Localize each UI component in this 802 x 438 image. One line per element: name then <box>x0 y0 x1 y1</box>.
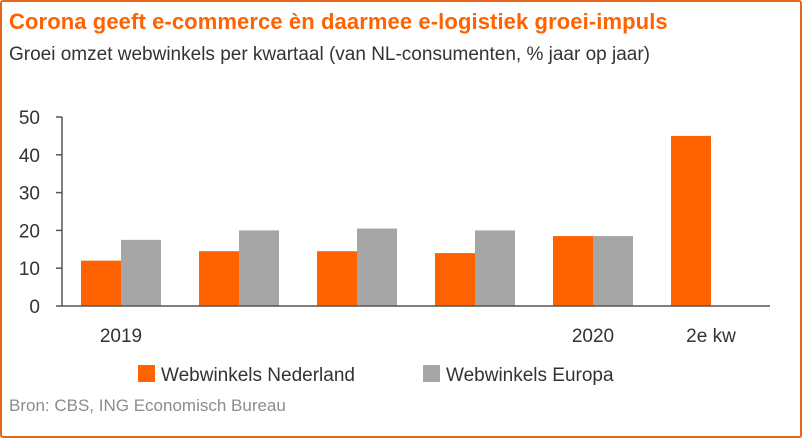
x-tick-label: 2019 <box>100 326 142 347</box>
bar-nederland <box>553 236 593 306</box>
y-tick-label: 20 <box>19 221 40 242</box>
bar-nederland <box>81 260 121 306</box>
x-tick-label: 2e kw <box>686 326 736 347</box>
source-note: Bron: CBS, ING Economisch Bureau <box>9 396 286 415</box>
bar-europa <box>357 228 397 306</box>
legend: Webwinkels Nederland Webwinkels Europa <box>138 365 614 386</box>
y-axis-ticks: 0 10 20 30 40 50 <box>19 108 62 318</box>
bar-europa <box>121 239 161 306</box>
y-tick-label: 10 <box>19 259 40 280</box>
bar-nederland <box>435 253 475 306</box>
legend-swatch-nederland <box>138 365 155 382</box>
y-tick-label: 30 <box>19 184 40 205</box>
legend-label-nederland: Webwinkels Nederland <box>161 365 355 386</box>
bar-europa <box>475 230 515 306</box>
bar-nederland <box>199 251 239 306</box>
y-tick-label: 40 <box>19 146 40 167</box>
chart-subtitle: Groei omzet webwinkels per kwartaal (van… <box>9 44 650 65</box>
bar-europa <box>239 230 279 306</box>
x-tick-label: 2020 <box>572 326 614 347</box>
y-tick-label: 50 <box>19 108 40 129</box>
chart-title: Corona geeft e-commerce èn daarmee e-log… <box>9 9 668 34</box>
legend-swatch-europa <box>423 365 440 382</box>
bar-nederland <box>317 251 357 306</box>
y-tick-label: 0 <box>29 297 40 318</box>
bars-group <box>81 135 711 306</box>
x-axis-labels: 2019 2020 2e kw <box>100 326 736 347</box>
bar-nederland <box>671 135 711 306</box>
bar-europa <box>593 236 633 306</box>
legend-label-europa: Webwinkels Europa <box>446 365 614 386</box>
